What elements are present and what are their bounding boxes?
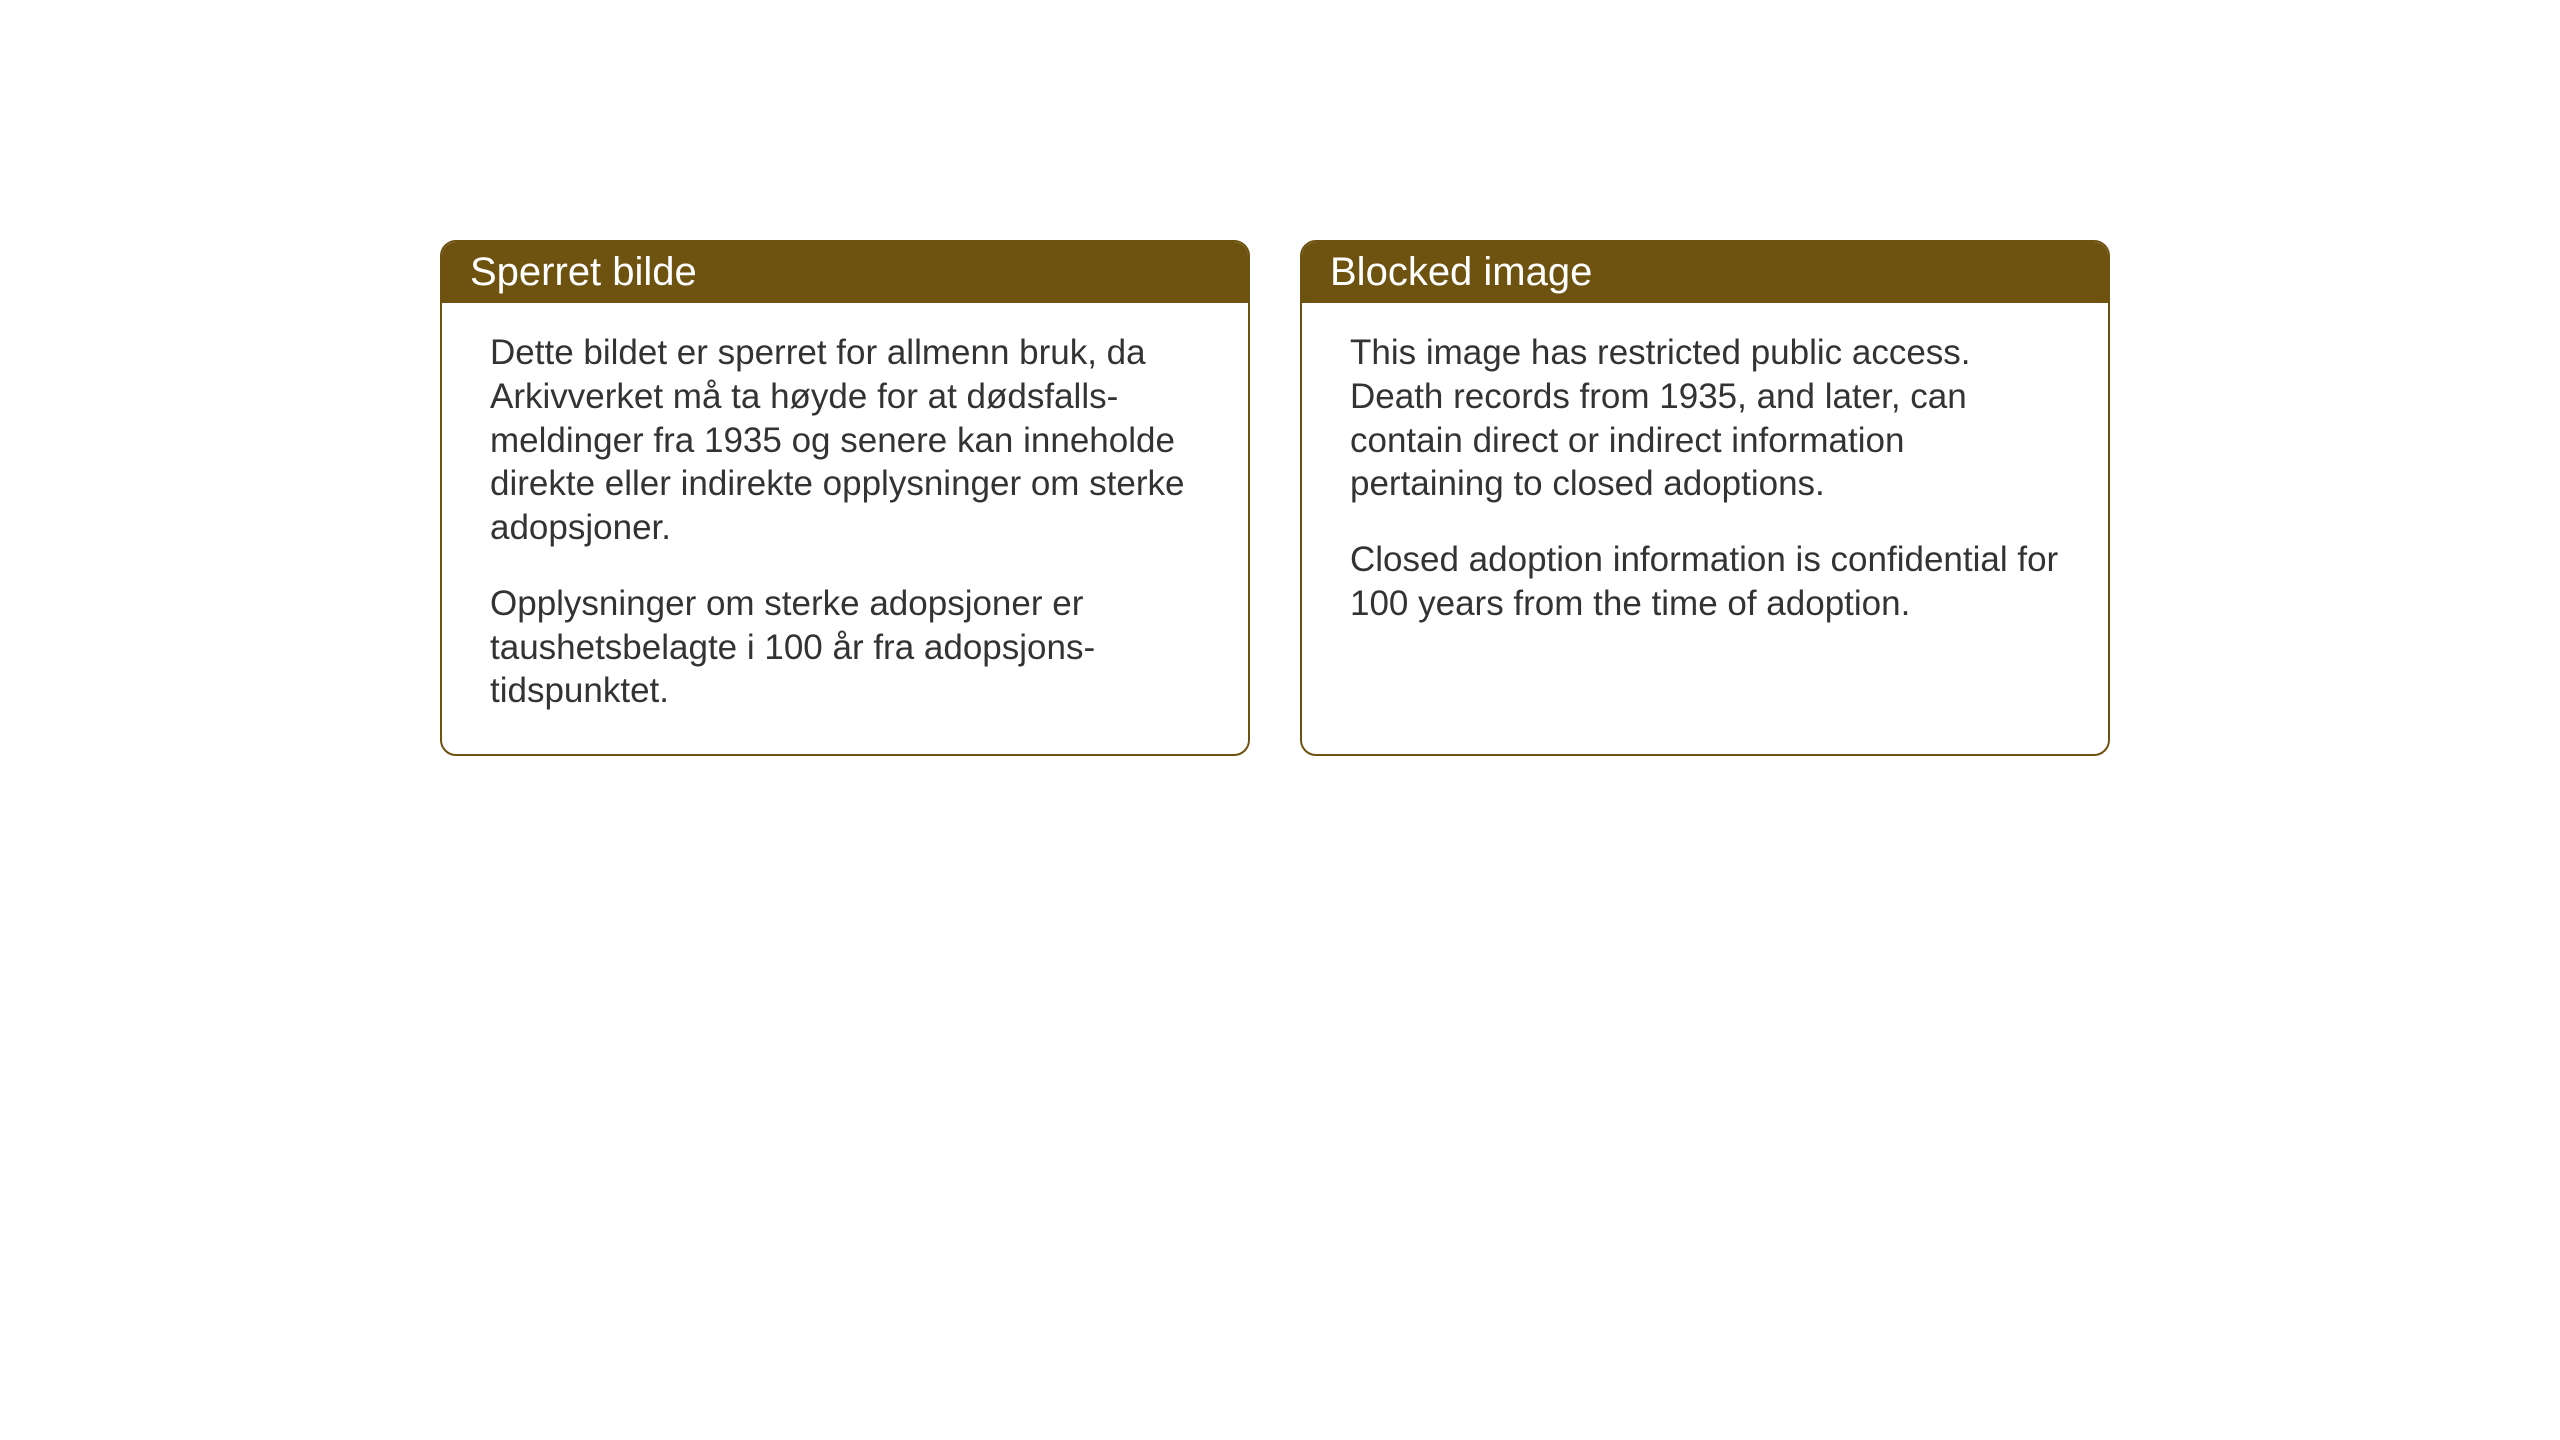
norwegian-paragraph-2: Opplysninger om sterke adopsjoner er tau…	[490, 582, 1200, 713]
english-card-header: Blocked image	[1302, 242, 2108, 303]
norwegian-header-text: Sperret bilde	[470, 250, 697, 294]
norwegian-card-header: Sperret bilde	[442, 242, 1248, 303]
english-header-text: Blocked image	[1330, 250, 1592, 294]
notice-cards-container: Sperret bilde Dette bildet er sperret fo…	[440, 240, 2110, 756]
english-card-body: This image has restricted public access.…	[1302, 303, 2108, 666]
english-notice-card: Blocked image This image has restricted …	[1300, 240, 2110, 756]
english-paragraph-2: Closed adoption information is confident…	[1350, 538, 2060, 626]
norwegian-paragraph-1: Dette bildet er sperret for allmenn bruk…	[490, 331, 1200, 550]
norwegian-notice-card: Sperret bilde Dette bildet er sperret fo…	[440, 240, 1250, 756]
english-paragraph-1: This image has restricted public access.…	[1350, 331, 2060, 506]
norwegian-card-body: Dette bildet er sperret for allmenn bruk…	[442, 303, 1248, 753]
